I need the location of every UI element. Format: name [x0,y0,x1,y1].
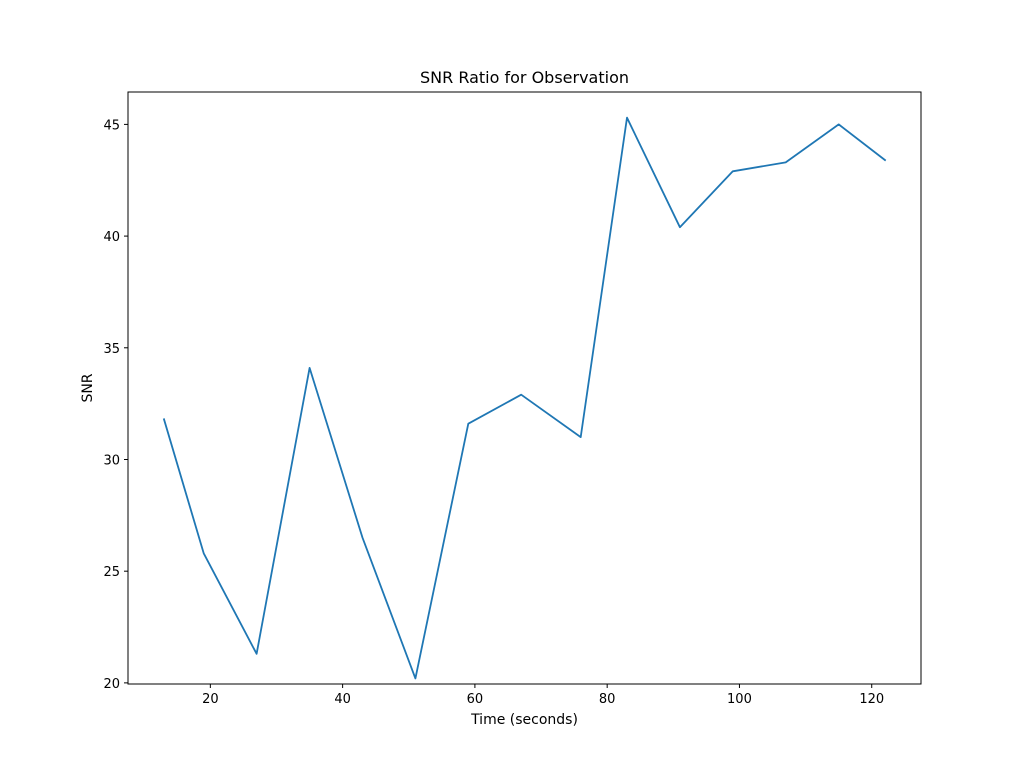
x-axis-ticks: 20 40 60 80 100 120 [202,684,884,707]
x-tick-label: 40 [334,692,351,707]
y-tick-label: 40 [103,230,120,245]
axes-frame [127,91,922,685]
x-axis-label: Time (seconds) [470,712,578,728]
y-tick-label: 35 [103,342,120,357]
series-line-snr [162,116,887,680]
y-tick-label: 45 [103,118,120,133]
y-axis-ticks: 20 25 30 35 40 45 [103,118,128,692]
chart-title: SNR Ratio for Observation [420,68,629,87]
y-tick-label: 20 [103,677,120,692]
y-tick-label: 25 [103,565,120,580]
y-axis-label: SNR [80,373,96,402]
x-tick-label: 60 [467,692,484,707]
x-tick-label: 120 [859,692,884,707]
plot-area [162,116,887,680]
y-tick-label: 30 [103,453,120,468]
x-tick-label: 20 [202,692,219,707]
x-tick-label: 100 [727,692,752,707]
x-tick-label: 80 [599,692,616,707]
